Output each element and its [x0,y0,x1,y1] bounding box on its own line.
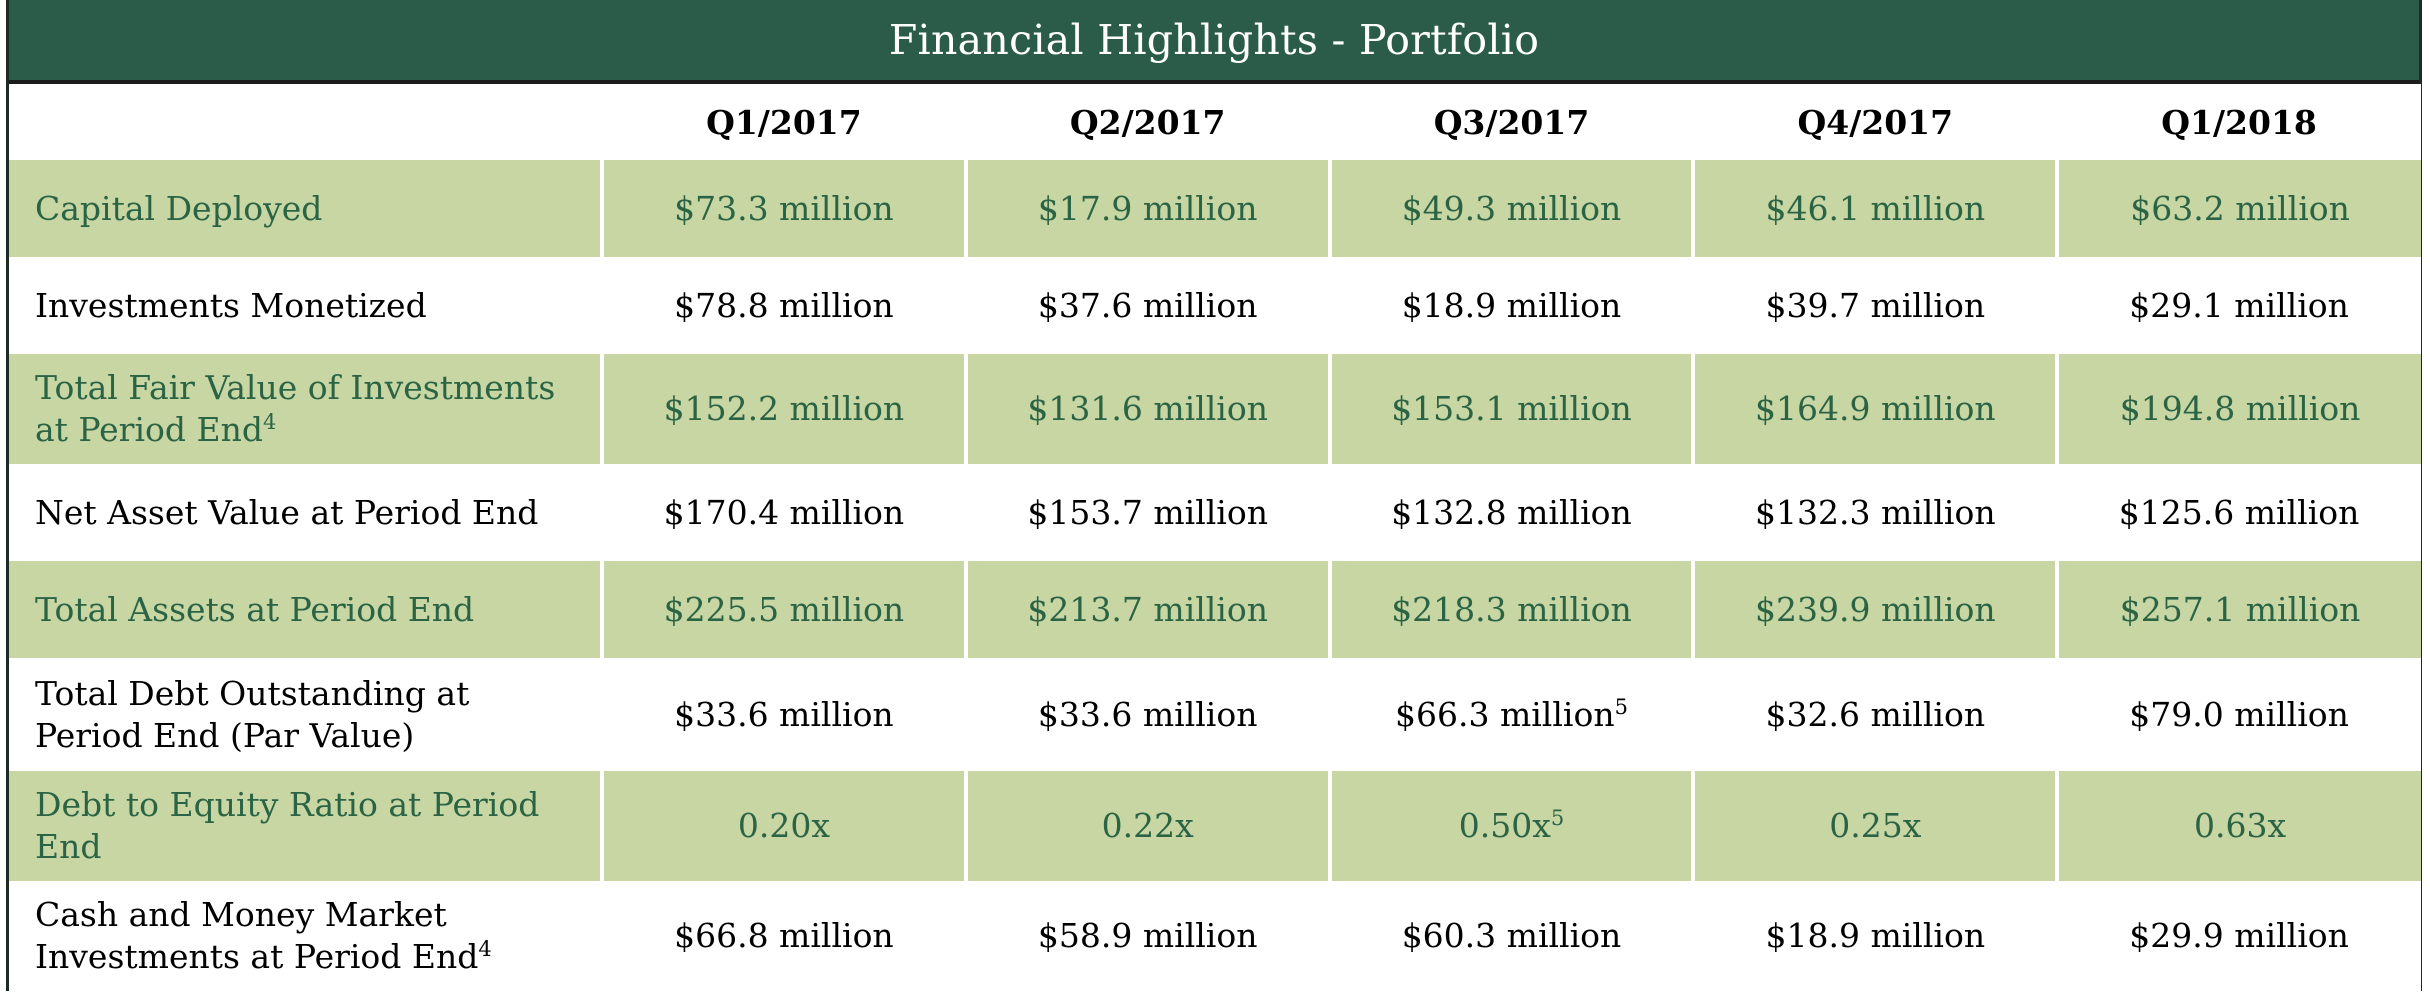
table-row-cash-money-market: Cash and Money Market Investments at Per… [9,881,2421,991]
row-label: Cash and Money Market Investments at Per… [9,881,602,991]
table-cell: $33.6 million [965,658,1330,771]
row-label: Total Assets at Period End [9,561,602,658]
table-cell: $58.9 million [965,881,1330,991]
table-cell: $33.6 million [602,658,966,771]
table-cell: $132.3 million [1693,464,2058,561]
table-cell: 0.25x [1691,771,2058,881]
row-label: Total Fair Value of Investments at Perio… [9,354,602,464]
table-cell: 0.50x5 [1327,771,1694,881]
table-cell: $257.1 million [2055,561,2421,658]
table-cell: $60.3 million [1329,881,1694,991]
table-cell: $79.0 million [2057,658,2421,771]
table-cell: $125.6 million [2057,464,2421,561]
financial-highlights-table: Q1/2017 Q2/2017 Q3/2017 Q4/2017 Q1/2018 … [9,84,2421,991]
table-cell: $132.8 million [1329,464,1694,561]
financial-highlights-panel: Financial Highlights - Portfolio Q1/2017… [6,0,2422,991]
row-label: Net Asset Value at Period End [9,464,602,561]
table-row-debt-to-equity: Debt to Equity Ratio at Period End 0.20x… [9,771,2421,881]
table-cell: 0.22x [963,771,1330,881]
table-cell: $29.9 million [2057,881,2421,991]
table-cell: $32.6 million [1693,658,2058,771]
column-header-q4-2017: Q4/2017 [1693,84,2058,160]
table-title: Financial Highlights - Portfolio [9,0,2419,84]
table-cell: $225.5 million [600,561,966,658]
table-row-capital-deployed: Capital Deployed $73.3 million $17.9 mil… [9,160,2421,257]
table-cell: $170.4 million [602,464,966,561]
table-cell: $218.3 million [1327,561,1694,658]
table-cell: 0.63x [2055,771,2421,881]
table-cell: $153.7 million [965,464,1330,561]
table-cell: $66.8 million [602,881,966,991]
table-cell: $37.6 million [965,257,1330,354]
row-label: Investments Monetized [9,257,602,354]
table-row-investments-monetized: Investments Monetized $78.8 million $37.… [9,257,2421,354]
column-header-q3-2017: Q3/2017 [1329,84,1694,160]
row-label: Total Debt Outstanding at Period End (Pa… [9,658,602,771]
table-cell: $78.8 million [602,257,966,354]
table-cell: $153.1 million [1327,354,1694,464]
table-cell: $131.6 million [963,354,1330,464]
column-header-blank [9,84,602,160]
table-row-total-assets: Total Assets at Period End $225.5 millio… [9,561,2421,658]
table-cell: $213.7 million [963,561,1330,658]
row-label: Debt to Equity Ratio at Period End [9,771,602,881]
column-header-q1-2017: Q1/2017 [602,84,966,160]
table-cell: 0.20x [600,771,966,881]
table-cell: $194.8 million [2055,354,2421,464]
table-cell: $29.1 million [2057,257,2421,354]
column-header-q2-2017: Q2/2017 [965,84,1330,160]
table-cell: $46.1 million [1691,160,2058,257]
table-cell: $18.9 million [1329,257,1694,354]
table-cell: $164.9 million [1691,354,2058,464]
table-cell: $18.9 million [1693,881,2058,991]
table-row-total-fair-value: Total Fair Value of Investments at Perio… [9,354,2421,464]
table-cell: $152.2 million [600,354,966,464]
table-cell: $39.7 million [1693,257,2058,354]
table-cell: $63.2 million [2055,160,2421,257]
table-cell: $73.3 million [600,160,966,257]
table-cell: $49.3 million [1327,160,1694,257]
table-cell: $239.9 million [1691,561,2058,658]
row-label: Capital Deployed [9,160,602,257]
table-row-total-debt-outstanding: Total Debt Outstanding at Period End (Pa… [9,658,2421,771]
table-cell: $17.9 million [963,160,1330,257]
table-cell: $66.3 million5 [1329,658,1694,771]
column-header-q1-2018: Q1/2018 [2057,84,2421,160]
table-row-net-asset-value: Net Asset Value at Period End $170.4 mil… [9,464,2421,561]
header-row: Q1/2017 Q2/2017 Q3/2017 Q4/2017 Q1/2018 [9,84,2421,160]
